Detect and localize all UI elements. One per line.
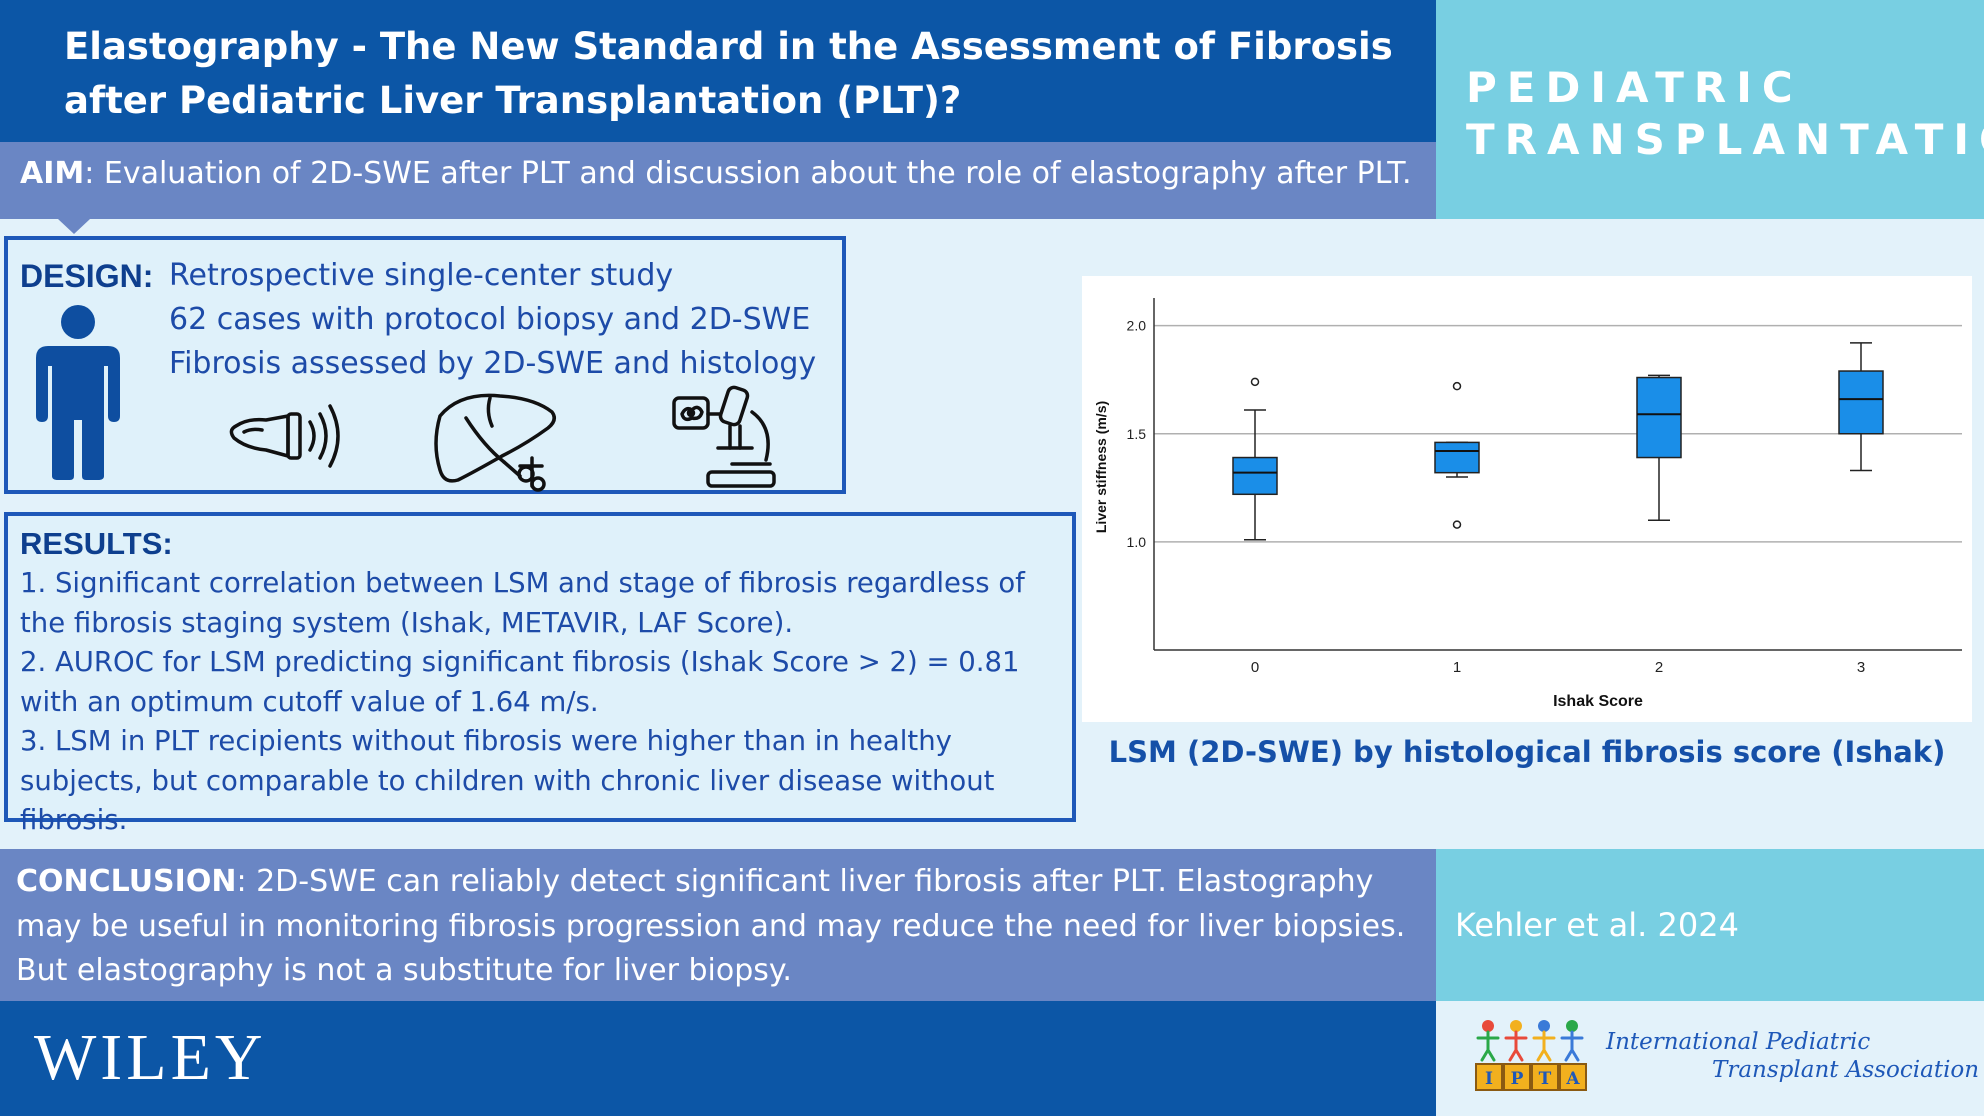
box-0 (1232, 456, 1278, 496)
boxplot-chart: 1.0 1.5 2.0 0 1 2 3 Ishak Score Liver stiffness … (1093, 298, 1962, 710)
result-item-1: 1. Significant correlation between LSM a… (20, 567, 1025, 639)
results-heading: RESULTS: (20, 526, 173, 561)
design-box (4, 236, 846, 494)
y-tick-label: 1.5 (1127, 426, 1147, 442)
x-tick-label: 2 (1655, 659, 1663, 676)
ultrasound-probe-icon (229, 404, 340, 468)
outlier-point (1452, 520, 1462, 529)
association-name-line2: Transplant Association (1712, 1057, 1980, 1083)
design-heading: DESIGN: (20, 258, 154, 294)
chart-caption: LSM (2D-SWE) by histological fibrosis sc… (1108, 735, 1946, 769)
result-item-3: 3. LSM in PLT recipients without fibrosi… (20, 725, 995, 836)
results-box (4, 512, 1076, 822)
association-name-line1: International Pediatric (1606, 1029, 1871, 1055)
boxplot-panel: 1.0 1.5 2.0 0 1 2 3 Ishak Score Liver stiffness … (1082, 276, 1972, 722)
conclusion-banner (0, 849, 1436, 1001)
outlier-point (1250, 377, 1260, 387)
aim-label: AIM (20, 156, 85, 191)
liver-biopsy-icon (434, 393, 556, 492)
conclusion-text: : 2D-SWE can reliably detect significant… (16, 864, 1406, 988)
association-panel (1436, 1001, 1984, 1116)
box-3 (1838, 370, 1884, 435)
result-item-2: 2. AUROC for LSM predicting significant … (20, 646, 1020, 718)
journal-name-line1: PEDIATRIC (1466, 63, 1803, 112)
microscope-icon (672, 385, 776, 488)
aim-statement: AIM: Evaluation of 2D-SWE after PLT and … (20, 151, 1412, 197)
ipta-block-t: T (1539, 1069, 1552, 1089)
citation-panel (1436, 849, 1984, 1001)
footer-banner (0, 1001, 1436, 1116)
x-tick-label: 0 (1251, 659, 1259, 676)
association-name: International Pediatric Transplant Assoc… (1606, 1028, 1979, 1084)
journal-panel (1436, 0, 1984, 219)
box-2 (1636, 376, 1682, 459)
design-line-3: Fibrosis assessed by 2D-SWE and histolog… (169, 346, 817, 381)
box-1 (1434, 441, 1480, 474)
x-axis-title: Ishak Score (1553, 693, 1643, 710)
page-title: Elastography - The New Standard in the A… (64, 25, 1393, 122)
x-tick-label: 1 (1453, 659, 1461, 676)
design-line-2: 62 cases with protocol biopsy and 2D-SWE (169, 302, 811, 337)
y-tick-label: 2.0 (1127, 318, 1147, 334)
ipta-block-p: P (1511, 1069, 1524, 1089)
person-icon (36, 305, 120, 480)
ipta-block-a: A (1565, 1069, 1580, 1089)
ipta-block-i: I (1485, 1069, 1493, 1089)
aim-pointer-arrow (58, 219, 90, 234)
journal-name: PEDIATRIC TRANSPLANTATION (1466, 62, 1984, 166)
design-line-1: Retrospective single-center study (169, 258, 674, 293)
aim-banner (0, 142, 1436, 219)
aim-text: : Evaluation of 2D-SWE after PLT and dis… (84, 156, 1412, 191)
y-axis-title: Liver stiffness (m/s) (1093, 401, 1109, 533)
results-list: 1. Significant correlation between LSM a… (20, 564, 1065, 841)
conclusion-label: CONCLUSION (16, 864, 237, 899)
title-banner (0, 0, 1436, 142)
conclusion-statement: CONCLUSION: 2D-SWE can reliably detect s… (16, 860, 1426, 994)
x-tick-label: 3 (1857, 659, 1865, 676)
publisher-logo: WILEY (34, 1021, 267, 1094)
ipta-logo-icon: I P T A (1475, 1020, 1587, 1091)
outlier-point (1452, 381, 1462, 391)
journal-name-line2: TRANSPLANTATION (1466, 115, 1984, 164)
y-tick-label: 1.0 (1127, 534, 1147, 550)
citation: Kehler et al. 2024 (1455, 906, 1739, 944)
